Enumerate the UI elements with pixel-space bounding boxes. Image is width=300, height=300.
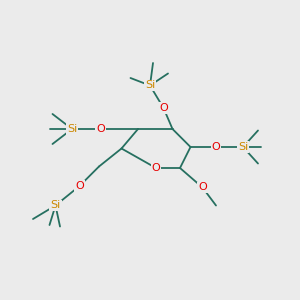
Text: O: O <box>152 163 160 173</box>
Text: Si: Si <box>50 200 61 211</box>
Text: O: O <box>212 142 220 152</box>
Text: O: O <box>96 124 105 134</box>
Text: Si: Si <box>238 142 248 152</box>
Text: Si: Si <box>67 124 77 134</box>
Text: O: O <box>75 181 84 191</box>
Text: O: O <box>198 182 207 193</box>
Text: Si: Si <box>145 80 155 91</box>
Text: O: O <box>159 103 168 113</box>
